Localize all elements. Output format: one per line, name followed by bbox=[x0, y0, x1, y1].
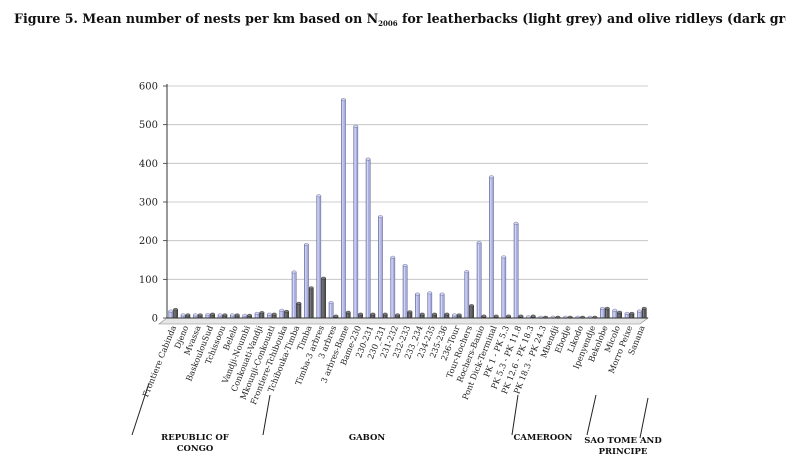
bar-leatherback bbox=[402, 264, 408, 319]
y-axis-ticks: 0 100 200 300 400 500 600 bbox=[139, 82, 167, 325]
bar-leatherback bbox=[328, 301, 334, 319]
bar-olive-ridley bbox=[284, 310, 289, 319]
bar-leatherback bbox=[452, 313, 457, 319]
bar-olive-ridley bbox=[419, 312, 425, 319]
bar-leatherback bbox=[279, 308, 285, 319]
bar-olive-ridley bbox=[469, 304, 474, 319]
bar-leatherback bbox=[378, 215, 383, 319]
bar-olive-ridley bbox=[370, 312, 376, 319]
bar-olive-ridley bbox=[395, 313, 400, 319]
figure-caption: Figure 5. Mean number of nests per km ba… bbox=[14, 11, 786, 28]
bar-leatherback bbox=[427, 291, 433, 319]
bar-leatherback bbox=[390, 255, 396, 319]
bar-leatherback bbox=[489, 175, 494, 319]
bar-leatherback bbox=[415, 292, 420, 319]
chart-floor bbox=[158, 317, 649, 325]
bar-olive-ridley bbox=[185, 313, 191, 319]
region-label: CAMEROON bbox=[514, 433, 573, 443]
bar-olive-ridley bbox=[456, 313, 462, 319]
y-tick-label: 600 bbox=[139, 82, 158, 93]
bar-leatherback bbox=[180, 313, 186, 319]
bar-olive-ridley bbox=[197, 313, 203, 319]
bar-olive-ridley bbox=[604, 306, 610, 319]
bar-leatherback bbox=[600, 306, 605, 319]
x-axis-labels: Frontiere CabindaDjenoMvassaBaskoulouSud… bbox=[131, 324, 649, 439]
bar-leatherback bbox=[304, 243, 309, 319]
bar-leatherback bbox=[193, 313, 198, 319]
bar-leatherback bbox=[353, 124, 359, 319]
region-separator bbox=[586, 394, 597, 436]
bar-leatherback bbox=[291, 270, 297, 319]
bar-olive-ridley bbox=[210, 312, 215, 319]
region-label: GABON bbox=[349, 433, 386, 443]
region-label: PRINCIPE bbox=[599, 447, 648, 457]
bar-olive-ridley bbox=[641, 306, 647, 319]
caption-suffix: for leatherbacks (light grey) and olive … bbox=[397, 11, 786, 26]
bar-olive-ridley bbox=[617, 310, 622, 319]
region-label: SAO TOME AND bbox=[584, 436, 662, 446]
bar-olive-ridley bbox=[308, 286, 314, 319]
y-tick-label: 500 bbox=[139, 120, 158, 131]
bar-olive-ridley bbox=[222, 313, 228, 319]
bar-olive-ridley bbox=[530, 314, 536, 319]
axes bbox=[166, 84, 648, 319]
bar-leatherback bbox=[513, 221, 519, 319]
bar-olive-ridley bbox=[407, 310, 413, 319]
bar-leatherback bbox=[205, 313, 211, 319]
y-tick-label: 100 bbox=[139, 275, 158, 286]
caption-prefix: Figure 5. Mean number of nests per km ba… bbox=[14, 11, 379, 26]
bar-olive-ridley bbox=[234, 313, 240, 319]
bar-leatherback bbox=[501, 255, 507, 319]
bar-olive-ridley bbox=[493, 314, 499, 319]
bar-leatherback bbox=[612, 308, 618, 319]
bar-leatherback bbox=[365, 157, 371, 319]
bar-leatherback bbox=[217, 313, 223, 319]
y-tick-label: 300 bbox=[139, 198, 158, 209]
bar-leatherback bbox=[464, 270, 470, 319]
bar-olive-ridley bbox=[345, 310, 351, 319]
bar-olive-ridley bbox=[259, 311, 265, 319]
bar-olive-ridley bbox=[518, 314, 524, 319]
bar-olive-ridley bbox=[444, 312, 450, 319]
y-tick-label: 200 bbox=[139, 236, 158, 247]
bar-leatherback bbox=[341, 98, 346, 319]
bar-olive-ridley bbox=[271, 312, 277, 319]
region-separator bbox=[511, 394, 519, 436]
bar-olive-ridley bbox=[321, 276, 326, 319]
bar-olive-ridley bbox=[382, 312, 388, 319]
bar-leatherback bbox=[254, 311, 260, 319]
bar-olive-ridley bbox=[247, 313, 252, 319]
bar-leatherback bbox=[624, 311, 630, 319]
x-tick-label: Frontiere Cabinda bbox=[140, 324, 178, 399]
bar-leatherback bbox=[267, 312, 272, 319]
bar-leatherback bbox=[168, 309, 174, 319]
y-tick-label: 400 bbox=[139, 159, 158, 170]
bar-leatherback bbox=[439, 292, 445, 319]
bar-leatherback bbox=[230, 313, 235, 319]
bar-olive-ridley bbox=[432, 312, 437, 319]
bar-leatherback bbox=[316, 194, 322, 319]
bar-olive-ridley bbox=[173, 308, 178, 319]
region-separator bbox=[262, 394, 271, 436]
bar-olive-ridley bbox=[358, 312, 363, 319]
bar-olive-ridley bbox=[296, 301, 302, 319]
bar-leatherback bbox=[476, 241, 482, 319]
caption-subscript: 2006 bbox=[378, 19, 398, 28]
bar-leatherback bbox=[242, 313, 248, 319]
region-label: REPUBLIC OF bbox=[161, 433, 229, 443]
bar-olive-ridley bbox=[629, 311, 635, 319]
region-separator bbox=[639, 397, 649, 439]
bar-leatherback bbox=[637, 309, 642, 319]
grid-lines bbox=[158, 85, 649, 325]
y-tick-label: 0 bbox=[152, 314, 158, 325]
region-label: CONGO bbox=[177, 444, 214, 454]
region-separator bbox=[131, 382, 150, 436]
bars bbox=[168, 98, 647, 319]
